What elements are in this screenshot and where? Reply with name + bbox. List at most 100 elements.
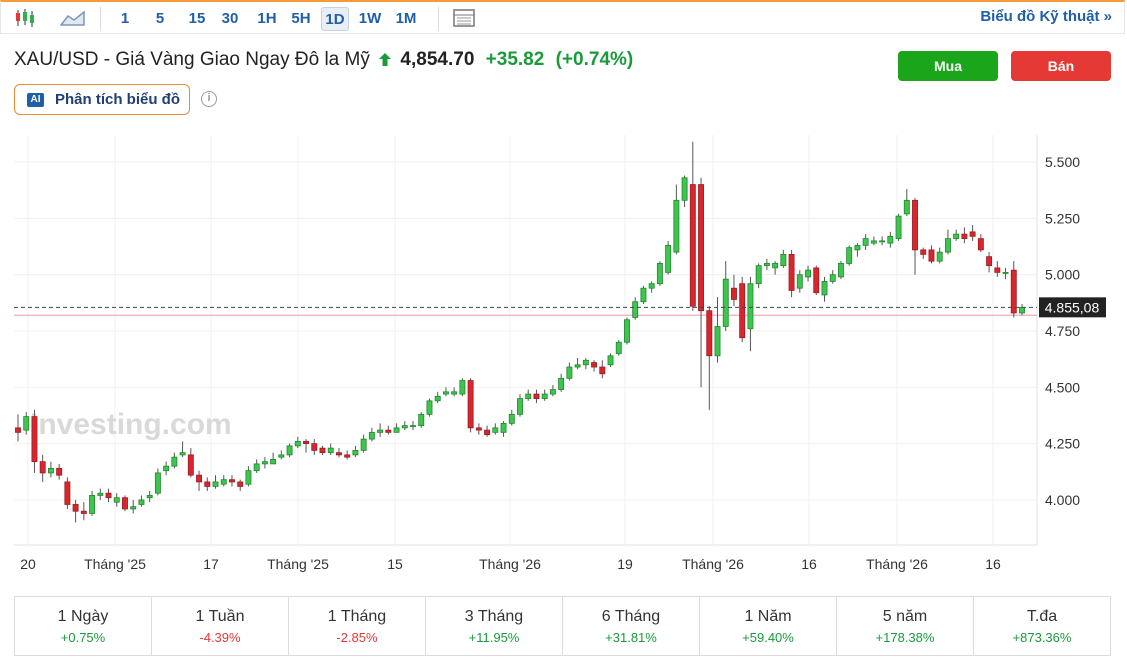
candle bbox=[311, 443, 318, 451]
timeframe-1h[interactable]: 1H bbox=[257, 10, 277, 27]
candle bbox=[229, 479, 235, 483]
candle bbox=[253, 463, 260, 472]
timeframe-1w[interactable]: 1W bbox=[358, 10, 382, 27]
instrument-header: XAU/USD - Giá Vàng Giao Ngay Đô la Mỹ 4,… bbox=[14, 49, 633, 72]
price-chart[interactable]: 4.000 4.250 4.500 4.750 5.000 5.250 5.500 20 Thá… bbox=[0, 130, 1127, 580]
last-price: 4,854.70 bbox=[400, 49, 475, 70]
candle bbox=[829, 274, 836, 282]
table-view-icon[interactable] bbox=[450, 7, 478, 29]
candle bbox=[319, 447, 326, 454]
sell-button[interactable]: Bán bbox=[1011, 51, 1111, 81]
candle bbox=[344, 454, 351, 458]
timeframe-30[interactable]: 30 bbox=[221, 10, 239, 27]
performance-cell[interactable]: 1 Ngày +0.75% bbox=[15, 597, 152, 655]
candle bbox=[722, 278, 729, 327]
candle bbox=[821, 281, 828, 296]
candle bbox=[401, 425, 408, 429]
technical-chart-link[interactable]: Biểu đồ Kỹ thuật » bbox=[980, 8, 1112, 25]
area-chart-icon[interactable] bbox=[59, 7, 87, 29]
candle bbox=[566, 366, 573, 379]
candle bbox=[549, 389, 556, 395]
x-tick-label: Tháng '25 bbox=[84, 556, 146, 572]
candlestick-chart-icon[interactable] bbox=[11, 7, 39, 29]
candle bbox=[648, 283, 655, 289]
performance-period: T.đa bbox=[1026, 608, 1058, 625]
performance-value: +31.81% bbox=[605, 630, 657, 645]
y-tick-label: 5.500 bbox=[1045, 154, 1080, 170]
candle bbox=[130, 506, 137, 510]
performance-period: 6 Tháng bbox=[601, 608, 661, 625]
candle bbox=[327, 447, 334, 454]
candle bbox=[862, 238, 869, 246]
performance-cell[interactable]: 1 Tuần -4.39% bbox=[152, 597, 289, 655]
candle bbox=[854, 244, 861, 251]
last-price-badge bbox=[1039, 297, 1106, 318]
candle bbox=[500, 422, 507, 433]
x-tick-label: Tháng '26 bbox=[682, 556, 744, 572]
candle bbox=[796, 274, 803, 289]
performance-value: +873.36% bbox=[1012, 630, 1072, 645]
candle bbox=[237, 481, 244, 487]
candle bbox=[64, 481, 71, 505]
candle bbox=[303, 440, 309, 445]
y-tick-label: 5.250 bbox=[1045, 210, 1080, 226]
performance-cell[interactable]: 3 Tháng +11.95% bbox=[426, 597, 563, 655]
candle bbox=[994, 267, 1001, 273]
candle bbox=[656, 263, 663, 285]
timeframe-15[interactable]: 15 bbox=[188, 10, 206, 27]
candle bbox=[763, 263, 770, 267]
buy-button[interactable]: Mua bbox=[898, 51, 998, 81]
performance-value: +178.38% bbox=[875, 630, 935, 645]
performance-cell[interactable]: 5 năm +178.38% bbox=[837, 597, 974, 655]
candle bbox=[1002, 272, 1009, 274]
candle bbox=[887, 235, 894, 244]
ai-chart-analysis-button[interactable]: AI Phân tích biểu đồ bbox=[14, 84, 190, 115]
candle bbox=[410, 425, 416, 428]
x-tick-label: 20 bbox=[20, 556, 36, 572]
candle bbox=[23, 416, 30, 431]
performance-value: +0.75% bbox=[60, 630, 106, 645]
performance-cell[interactable]: 1 Năm +59.40% bbox=[700, 597, 837, 655]
candle bbox=[541, 393, 548, 399]
candle bbox=[928, 249, 935, 262]
performance-cell[interactable]: T.đa +873.36% bbox=[974, 597, 1110, 655]
candle bbox=[393, 427, 400, 433]
timeframe-1[interactable]: 1 bbox=[120, 10, 130, 27]
candle bbox=[912, 199, 918, 251]
x-tick-label: 16 bbox=[801, 556, 817, 572]
candle bbox=[903, 199, 910, 215]
candle bbox=[747, 283, 754, 330]
instrument-title: XAU/USD - Giá Vàng Giao Ngay Đô la Mỹ bbox=[14, 49, 370, 70]
candle bbox=[986, 256, 993, 267]
last-price-label: 4.855,08 bbox=[1045, 299, 1100, 315]
candle bbox=[508, 413, 515, 424]
candle bbox=[56, 468, 63, 476]
info-icon[interactable]: i bbox=[201, 91, 217, 107]
performance-cell[interactable]: 6 Tháng +31.81% bbox=[563, 597, 700, 655]
timeframe-1d[interactable]: 1D bbox=[321, 7, 349, 31]
watermark: Investing.com bbox=[30, 408, 232, 441]
candle bbox=[196, 474, 203, 483]
candle bbox=[615, 341, 622, 354]
timeframe-5h[interactable]: 5H bbox=[291, 10, 311, 27]
x-tick-label: Tháng '26 bbox=[866, 556, 928, 572]
candle bbox=[772, 263, 779, 269]
candle bbox=[113, 497, 120, 503]
candle bbox=[154, 472, 161, 494]
timeframe-5[interactable]: 5 bbox=[155, 10, 165, 27]
candle bbox=[187, 454, 194, 476]
candle bbox=[780, 253, 787, 267]
candle bbox=[360, 438, 367, 451]
toolbar-divider bbox=[438, 7, 439, 31]
candle bbox=[138, 499, 145, 505]
chart-toolbar: 1 5 15 30 1H 5H 1D 1W 1M Biểu đồ Kỹ thuật » bbox=[0, 0, 1125, 34]
candle bbox=[517, 398, 523, 415]
candle bbox=[377, 429, 384, 433]
candle bbox=[599, 366, 606, 375]
candle bbox=[492, 427, 499, 433]
candle bbox=[805, 269, 811, 278]
performance-cell[interactable]: 1 Tháng -2.85% bbox=[289, 597, 426, 655]
performance-table: 1 Ngày +0.75% 1 Tuần -4.39% 1 Tháng -2.85% 3 T… bbox=[14, 596, 1111, 656]
timeframe-1m[interactable]: 1M bbox=[395, 10, 417, 27]
candle bbox=[122, 497, 128, 510]
